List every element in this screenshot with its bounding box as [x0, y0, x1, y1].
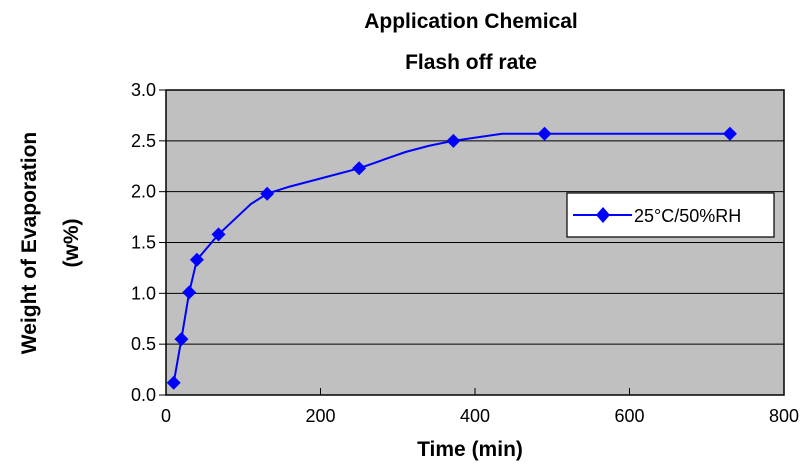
y-tick-label: 0.5	[131, 334, 156, 354]
y-tick-label: 3.0	[131, 80, 156, 100]
x-tick-label: 400	[460, 406, 490, 426]
y-tick-label: 1.5	[131, 233, 156, 253]
y-axis-title: Weight of Evaporation	[18, 132, 41, 354]
x-tick-label: 800	[769, 406, 799, 426]
data-point	[537, 126, 552, 141]
x-axis: 0 200 400 600 800	[161, 388, 799, 426]
chart-subtitle: Flash off rate	[405, 51, 537, 74]
y-tick-label: 1.0	[131, 283, 156, 303]
legend: 25°C/50%RH	[566, 192, 775, 238]
data-point	[182, 285, 197, 300]
legend-marker-icon	[596, 207, 610, 223]
data-point	[352, 161, 367, 176]
y-axis-unit: (w%)	[60, 219, 83, 268]
data-point	[189, 252, 204, 267]
data-point	[722, 126, 737, 141]
y-tick-label: 2.5	[131, 131, 156, 151]
x-tick-label: 0	[161, 406, 171, 426]
series-layer	[166, 126, 737, 390]
data-point	[174, 332, 189, 347]
data-point	[260, 186, 275, 201]
chart-title: Application Chemical	[364, 10, 578, 33]
data-point	[166, 375, 181, 390]
data-point	[446, 133, 461, 148]
x-tick-label: 200	[305, 406, 335, 426]
y-axis: 0.0 0.5 1.0 1.5 2.0 2.5 3.0	[131, 80, 166, 405]
x-tick-label: 600	[614, 406, 644, 426]
series-line	[172, 132, 730, 383]
y-tick-label: 2.0	[131, 182, 156, 202]
x-axis-title: Time (min)	[417, 438, 523, 461]
data-point	[211, 227, 226, 242]
gridlines	[166, 89, 784, 345]
legend-label: 25°C/50%RH	[634, 206, 741, 226]
y-tick-label: 0.0	[131, 385, 156, 405]
